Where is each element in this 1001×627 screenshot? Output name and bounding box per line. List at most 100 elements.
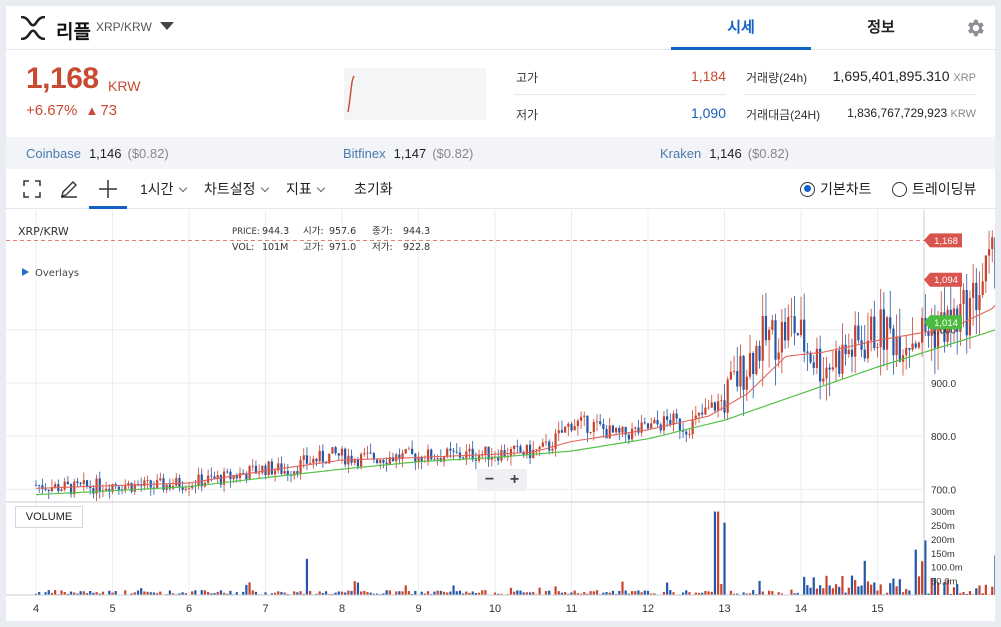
tab-info[interactable]: 정보 <box>867 19 895 36</box>
volume-bar <box>191 591 194 595</box>
volume-bar <box>98 593 101 595</box>
volume-bar <box>433 591 436 595</box>
candle-body <box>108 488 111 492</box>
candle-body <box>528 444 532 458</box>
zoom-in-button[interactable]: + <box>509 471 520 488</box>
candle-body <box>576 420 579 427</box>
volume-bar <box>968 591 972 595</box>
candle-body <box>630 428 634 440</box>
candle-body <box>254 465 258 474</box>
candle-body <box>793 316 796 334</box>
app-window: 리플 XRP/KRW 시세 정보 1,168 KRW +6.67% ▲ 73 고가… <box>6 6 995 621</box>
candle-body <box>63 481 66 490</box>
low-label: 저가 <box>516 108 539 122</box>
chevron-down-icon <box>260 183 269 193</box>
candle-body <box>82 480 85 484</box>
volume-bar <box>771 591 774 595</box>
coin-select-chevron-down-icon[interactable] <box>160 22 174 30</box>
reset-button[interactable]: 초기화 <box>354 181 393 197</box>
basic-chart-radio[interactable]: 기본차트 <box>800 169 872 209</box>
overlays-toggle[interactable]: Overlays <box>35 268 79 279</box>
volume-bar <box>637 590 640 595</box>
volume-bar <box>850 575 854 595</box>
candle-body <box>812 362 815 368</box>
volume-bar <box>468 592 471 595</box>
candle-body <box>924 317 927 332</box>
volume-bar <box>382 593 385 595</box>
volume-bar <box>92 592 95 595</box>
volume-bar <box>803 576 806 595</box>
volume-bar <box>994 555 995 595</box>
legend-open-value: 957.6 <box>329 226 356 237</box>
volume-bar <box>930 577 933 595</box>
price-chart[interactable]: 4 5 6 7 8 9 10 11 12 13 14 15 700.0 800.0 900.0 1,000 50… <box>6 210 995 621</box>
chart-settings-dropdown[interactable]: 차트설정 <box>204 169 269 209</box>
pencil-icon[interactable] <box>59 179 79 199</box>
volume-bar <box>484 590 487 595</box>
candle-body <box>375 459 379 463</box>
exchange-bitfinex[interactable]: Bitfinex 1,147 ($0.82) <box>343 146 473 161</box>
exchange-kraken[interactable]: Kraken 1,146 ($0.82) <box>660 146 789 161</box>
candle-body <box>449 448 452 451</box>
candle-body <box>669 419 672 425</box>
volume-bar <box>653 593 656 595</box>
sparkline <box>347 75 355 113</box>
candle-body <box>184 488 187 490</box>
play-triangle-icon[interactable] <box>22 268 29 276</box>
candle-body <box>38 485 41 487</box>
volume-bar <box>761 591 764 595</box>
volume-bar <box>554 586 557 595</box>
volume-toggle-button[interactable]: VOLUME <box>15 506 83 528</box>
y-tick-label: 800.0 <box>931 432 956 443</box>
candle-body <box>799 319 803 336</box>
candle-body <box>312 458 315 463</box>
volume-bar <box>666 582 669 595</box>
candle-body <box>328 453 331 464</box>
volume-bar <box>873 582 876 595</box>
x-tick-label: 4 <box>33 603 39 615</box>
candle-body <box>697 412 701 416</box>
volume-bar <box>210 593 213 595</box>
candle-body <box>544 441 548 443</box>
candle-body <box>245 473 248 480</box>
price-change: +6.67% ▲ 73 <box>26 102 117 119</box>
candle-body <box>618 428 621 433</box>
radio-unselected-icon <box>892 181 907 197</box>
exchange-name: Kraken <box>660 146 702 161</box>
volume-bar <box>369 592 372 595</box>
tradingview-radio[interactable]: 트레이딩뷰 <box>892 169 976 209</box>
candle-body <box>921 317 924 343</box>
candle-body <box>822 378 825 382</box>
candle-body <box>525 444 528 455</box>
volume-bar <box>66 593 69 595</box>
legend-close-value: 944.3 <box>403 226 430 237</box>
volume-bar <box>168 590 171 595</box>
volume-bar <box>892 578 895 595</box>
candle-body <box>197 474 200 486</box>
volume-bar <box>838 586 841 595</box>
change-amount: 73 <box>100 102 118 119</box>
exchange-usd: ($0.82) <box>747 146 789 161</box>
candle-body <box>841 344 844 374</box>
zoom-out-button[interactable]: − <box>484 471 495 488</box>
fullscreen-icon[interactable] <box>22 179 42 199</box>
gear-icon[interactable] <box>964 17 986 39</box>
candle-body <box>573 426 576 431</box>
chart-canvas[interactable]: 4 5 6 7 8 9 10 11 12 13 14 15 700.0 800.0 900.0 1,000 50… <box>6 210 995 621</box>
interval-dropdown[interactable]: 1시간 <box>140 169 187 209</box>
volume-bar <box>347 590 350 595</box>
exchange-coinbase[interactable]: Coinbase 1,146 ($0.82) <box>26 146 169 161</box>
indicators-dropdown[interactable]: 지표 <box>286 169 326 209</box>
y-tick-label: 1,000 <box>931 326 956 337</box>
volume-bar <box>777 592 780 595</box>
tab-quote[interactable]: 시세 <box>671 6 811 50</box>
candle-body <box>130 483 133 492</box>
volume-bar <box>831 588 834 595</box>
volume-tick-label: 300m <box>931 507 955 518</box>
volume-bar <box>793 593 796 595</box>
crosshair-icon[interactable] <box>98 179 118 199</box>
exchange-price: 1,146 <box>709 146 742 161</box>
candle-body <box>873 316 876 349</box>
volume-bar <box>627 593 630 595</box>
exchange-price: 1,146 <box>88 146 122 161</box>
